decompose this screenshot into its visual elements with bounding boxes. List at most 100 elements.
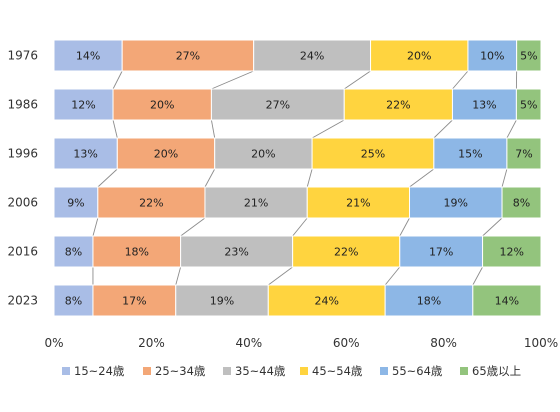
y-tick-label: 1986 [7,98,38,112]
series-line [433,119,453,139]
bar-segment [472,284,542,317]
bar-segment [53,88,114,121]
data-label: 9% [67,197,84,210]
legend-item: 65歳以上 [460,364,521,378]
series-line [292,217,308,237]
data-label: 20% [407,50,431,63]
legend-item: 45~54歳 [300,364,363,378]
data-label: 8% [65,246,82,259]
data-label: 23% [224,246,248,259]
legend: 15~24歳 25~34歳 35~44歳 45~54歳 55~64歳 65歳以上 [62,364,521,378]
data-label: 15% [458,148,482,161]
data-label: 24% [314,295,338,308]
x-tick-label: 80% [430,336,457,350]
bar-segment [204,186,308,219]
series-line [311,119,345,139]
legend-swatch [62,367,70,375]
data-label: 20% [150,99,174,112]
data-label: 22% [139,197,163,210]
x-tick-label: 60% [333,336,360,350]
bar-segment [53,137,118,170]
y-tick-label: 1996 [7,147,38,161]
y-tick-label: 2016 [7,245,38,259]
series-line [472,266,483,286]
bar-segment [370,39,469,72]
data-label: 19% [444,197,468,210]
legend-swatch [143,367,151,375]
data-label: 14% [495,295,519,308]
data-label: 5% [520,99,537,112]
legend-label: 15~24歳 [74,364,125,378]
bar-segment [343,88,453,121]
series-line [175,266,182,286]
series-line [306,168,313,188]
x-tick-label: 40% [235,336,262,350]
data-label: 24% [300,50,324,63]
data-label: 13% [73,148,97,161]
series-line [204,168,216,188]
bars: 14% 27% 24% 20% 10% 5% 12% 20% 27% 22% 13% 5% 13% 20%… [53,39,542,317]
bar-segment [451,88,517,121]
data-label: 5% [520,50,537,63]
series-line [409,168,435,188]
data-label: 17% [429,246,453,259]
x-tick-label: 20% [138,336,165,350]
bar-segment [267,284,386,317]
x-tick-label: 0% [44,336,63,350]
legend-item: 25~34歳 [143,364,206,378]
series-line [180,217,206,237]
legend-swatch [460,367,468,375]
data-label: 8% [65,295,82,308]
data-label: 7% [515,148,532,161]
y-tick-label: 1976 [7,49,38,63]
legend-item: 35~44歳 [223,364,286,378]
bar-segment [116,137,216,170]
legend-swatch [223,367,231,375]
bar-segment [384,284,474,317]
series-line [343,70,371,90]
bar-segment [214,137,313,170]
legend-item: 15~24歳 [62,364,125,378]
bar-segment [253,39,372,72]
data-label: 19% [210,295,234,308]
x-axis-ticks: 0% 20% 40% 60% 80% 100% [44,336,558,350]
bar-segment [53,39,123,72]
data-label: 14% [76,50,100,63]
data-label: 12% [71,99,95,112]
bar-segment [92,235,182,268]
y-tick-label: 2006 [7,196,38,210]
data-label: 22% [334,246,358,259]
bar-segment [506,137,542,170]
bar-segment [516,39,542,72]
bar-segment [92,284,177,317]
series-line [92,217,99,237]
series-line [268,266,293,286]
series-line [452,70,469,90]
bar-segment [292,235,401,268]
series-line [210,119,216,139]
data-label: 12% [500,246,524,259]
data-label: 18% [125,246,149,259]
bar-segment [515,88,542,121]
series-line [112,70,123,90]
series-line [211,70,254,90]
series-line [506,119,517,139]
bar-segment [482,235,542,268]
data-label: 22% [386,99,410,112]
bar-segment [180,235,294,268]
data-label: 13% [472,99,496,112]
bar-segment [121,39,255,72]
data-label: 25% [361,148,385,161]
bar-segment [409,186,503,219]
data-label: 20% [154,148,178,161]
data-label: 8% [513,197,530,210]
series-line [501,168,508,188]
data-label: 27% [176,50,200,63]
bar-segment [175,284,269,317]
series-line [112,119,118,139]
data-label: 10% [480,50,504,63]
legend-label: 35~44歳 [235,364,286,378]
bar-segment [53,186,99,219]
x-tick-label: 100% [524,336,558,350]
